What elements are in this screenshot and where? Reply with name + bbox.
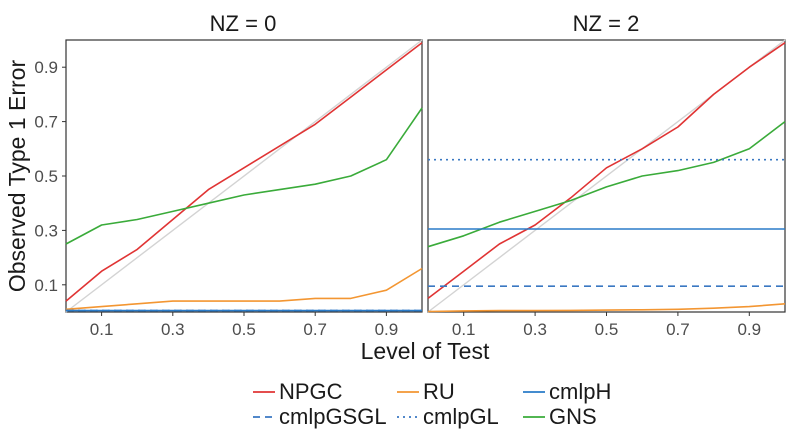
x-tick-label-nz-2: 0.5 — [595, 320, 619, 339]
x-axis-title: Level of Test — [361, 338, 490, 364]
legend-label-cmlpgl: cmlpGL — [423, 404, 499, 429]
series-line-gns-nz-0 — [65, 107, 423, 245]
x-tick-label-nz-0: 0.5 — [232, 320, 256, 339]
panel-title-nz-2: NZ = 2 — [573, 11, 640, 36]
x-tick-label-nz-0: 0.3 — [161, 320, 185, 339]
panel-nz-2: NZ = 2 0.1 0.3 0.5 0.7 0.9 — [427, 11, 786, 339]
series-line-npgc-nz-2 — [427, 42, 786, 300]
panel-title-nz-0: NZ = 0 — [210, 11, 277, 36]
x-tick-label-nz-0: 0.1 — [90, 320, 114, 339]
y-tick-label: 0.9 — [34, 58, 58, 77]
panel-nz-0: NZ = 0 0.1 0.3 0.5 0.7 0.9 0.1 0.3 0.5 0.7 0.9 — [34, 11, 423, 339]
y-axis-title: Observed Type 1 Error — [4, 60, 30, 293]
y-tick-label: 0.7 — [34, 113, 58, 132]
legend-label-ru: RU — [423, 379, 455, 404]
reference-diagonal-nz-0 — [65, 39, 423, 313]
series-line-ru-nz-2 — [427, 303, 786, 313]
x-tick-label-nz-2: 0.9 — [737, 320, 761, 339]
legend-label-gns: GNS — [549, 404, 597, 429]
series-line-ru-nz-0 — [65, 267, 423, 311]
y-tick-label: 0.3 — [34, 221, 58, 240]
y-tick-label: 0.5 — [34, 167, 58, 186]
y-tick-label: 0.1 — [34, 276, 58, 295]
x-tick-label-nz-2: 0.3 — [523, 320, 547, 339]
x-tick-label-nz-2: 0.1 — [452, 320, 476, 339]
x-tick-label-nz-0: 0.9 — [375, 320, 399, 339]
x-tick-label-nz-2: 0.7 — [666, 320, 690, 339]
legend-label-cmlph: cmlpH — [549, 379, 611, 404]
x-tick-label-nz-0: 0.7 — [303, 320, 327, 339]
legend-label-cmlpgsgl: cmlpGSGL — [279, 404, 387, 429]
legend-label-npgc: NPGC — [279, 379, 343, 404]
series-line-npgc-nz-0 — [65, 42, 423, 302]
series-line-gns-nz-2 — [427, 120, 786, 248]
